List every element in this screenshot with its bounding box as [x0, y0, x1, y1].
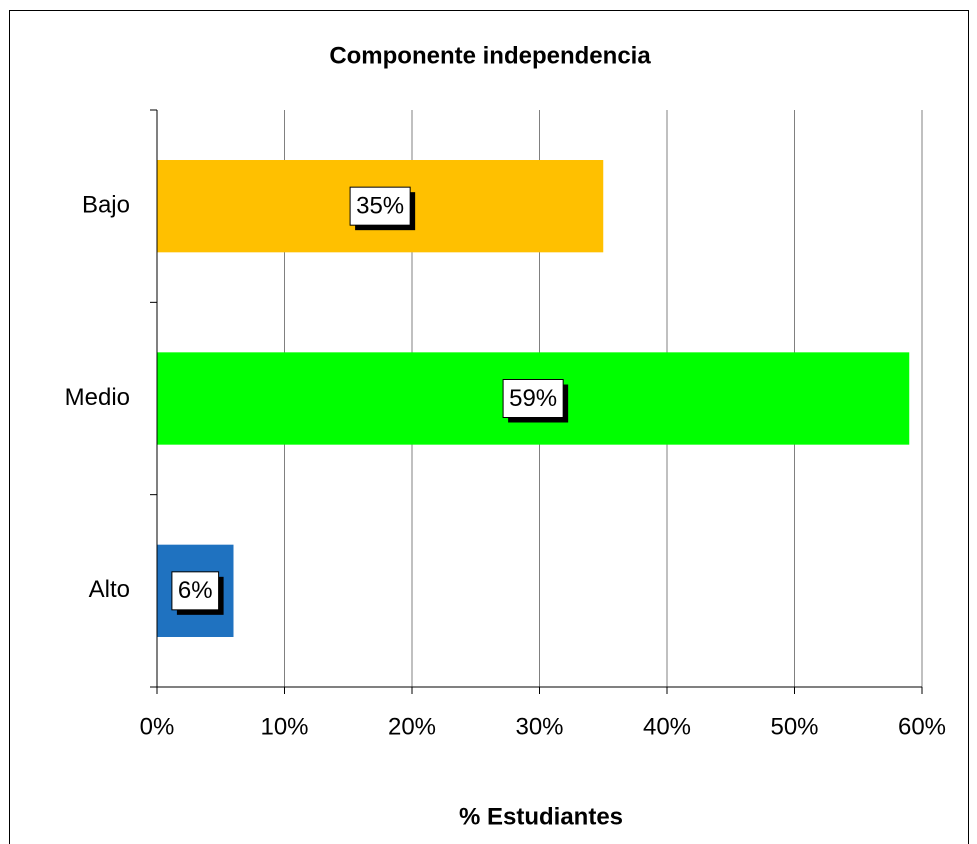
- y-tick-label: Alto: [89, 576, 130, 603]
- x-tick-label: 50%: [770, 713, 818, 740]
- x-tick-label: 20%: [388, 713, 436, 740]
- x-tick-label: 30%: [515, 713, 563, 740]
- x-tick-label: 60%: [898, 713, 946, 740]
- data-label-box: [502, 379, 564, 418]
- x-tick-label: 10%: [260, 713, 308, 740]
- chart-title: Componente independencia: [329, 42, 651, 69]
- data-label: 59%: [509, 385, 557, 412]
- data-label: 6%: [178, 577, 213, 604]
- x-tick-label: 0%: [140, 713, 175, 740]
- data-label: 35%: [356, 193, 404, 220]
- y-tick-label: Bajo: [82, 192, 130, 219]
- x-axis-label: % Estudiantes: [459, 803, 623, 830]
- data-label-box: [349, 186, 411, 226]
- data-label-box: [171, 571, 220, 611]
- x-tick-label: 40%: [643, 713, 691, 740]
- y-tick-label: Medio: [65, 384, 130, 411]
